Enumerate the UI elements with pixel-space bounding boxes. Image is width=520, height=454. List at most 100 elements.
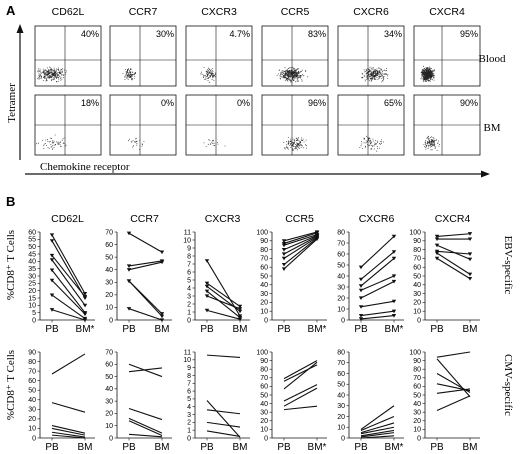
y-tick-label: 70 bbox=[260, 256, 268, 263]
series-line-3 bbox=[360, 257, 395, 287]
series-line-3 bbox=[206, 409, 241, 415]
y-tick-label: 2 bbox=[187, 301, 191, 308]
x-tick-label-bm: BM bbox=[463, 324, 478, 335]
gate-percent: 4.7% bbox=[229, 29, 250, 39]
y-tick-label: 40 bbox=[337, 273, 345, 280]
row-label-ebv: EBV-specific bbox=[502, 236, 514, 295]
dot-plot-blood-ccr5: 83% bbox=[261, 25, 329, 87]
series-line-3 bbox=[283, 361, 318, 390]
y-tick-label: 8 bbox=[187, 373, 191, 380]
y-tick-label: 40 bbox=[28, 259, 36, 266]
data-point-pb bbox=[204, 259, 210, 263]
y-tick-label: 100 bbox=[409, 229, 421, 236]
series-line-4 bbox=[206, 290, 241, 319]
y-tick-label: 0 bbox=[264, 317, 268, 324]
event-dots bbox=[276, 66, 309, 83]
y-tick-label: 45 bbox=[28, 251, 36, 258]
y-tick-label: 70 bbox=[337, 240, 345, 247]
series-line-4 bbox=[360, 275, 395, 291]
y-tick-label: 30 bbox=[105, 280, 113, 287]
y-tick-label: 90 bbox=[413, 238, 421, 245]
y-tick-label: 2 bbox=[187, 420, 191, 427]
x-tick-label-bm: BM bbox=[155, 442, 170, 453]
y-tick-label: 60 bbox=[413, 265, 421, 272]
y-axis-label-ebv: %CD8⁺ T Cells bbox=[5, 230, 17, 300]
series-line-4 bbox=[51, 427, 86, 436]
data-point-bm bbox=[82, 292, 88, 296]
series-line-6 bbox=[283, 236, 318, 259]
data-point-bm bbox=[82, 312, 88, 317]
y-tick-label: 0 bbox=[341, 317, 345, 324]
y-tick-label: 40 bbox=[105, 267, 113, 274]
line-plot-ebv-ccr7: 0 10 20 30 40 50 60 70 PB BM bbox=[105, 229, 172, 335]
data-point-bm bbox=[467, 277, 473, 281]
y-tick-label: 0 bbox=[187, 435, 191, 442]
x-tick-label-bm: BM* bbox=[76, 324, 95, 335]
flow-cytometry-grid: CD62L CCR7 CXCR3 CCR5 CXCR6 CXCR4 40% 30% 4.7% 83… bbox=[34, 6, 506, 156]
series-line-2 bbox=[360, 415, 395, 431]
series-line-3 bbox=[360, 422, 395, 434]
x-tick-label-pb: PB bbox=[277, 442, 291, 453]
x-tick-label-bm: BM bbox=[233, 324, 248, 335]
event-dots bbox=[420, 65, 435, 82]
x-tick-label-pb: PB bbox=[430, 324, 444, 335]
data-point-bm bbox=[467, 257, 473, 262]
event-dots bbox=[203, 139, 226, 147]
row-label-cmv: CMV-specific bbox=[502, 354, 514, 416]
series-line-4 bbox=[436, 250, 471, 255]
data-point-pb bbox=[281, 252, 287, 256]
x-tick-label-bm: BM bbox=[463, 442, 478, 453]
x-tick-label-bm: BM* bbox=[308, 324, 327, 335]
y-tick-label: 4 bbox=[187, 285, 191, 292]
y-tick-label: 80 bbox=[337, 229, 345, 236]
y-tick-label: 0 bbox=[417, 435, 421, 442]
series-line-5 bbox=[436, 388, 471, 394]
gate-percent: 18% bbox=[81, 98, 99, 108]
gate-percent: 65% bbox=[384, 98, 402, 108]
series-line-3 bbox=[206, 285, 241, 312]
y-tick-label: 20 bbox=[337, 414, 345, 421]
data-point-bm bbox=[314, 237, 320, 242]
series-line-8 bbox=[360, 315, 395, 320]
series-line-7 bbox=[51, 294, 86, 319]
y-tick-label: 9 bbox=[187, 365, 191, 372]
y-tick-label: 100 bbox=[409, 349, 421, 356]
event-dots bbox=[361, 66, 389, 83]
y-tick-label: 35 bbox=[28, 266, 36, 273]
y-tick-label: 6 bbox=[187, 388, 191, 395]
gate-percent: 90% bbox=[460, 98, 478, 108]
y-tick-label: 10 bbox=[337, 425, 345, 432]
series-line-2 bbox=[283, 232, 318, 244]
y-tick-label: 80 bbox=[260, 367, 268, 374]
data-point-pb bbox=[281, 267, 287, 271]
data-point-pb bbox=[126, 264, 132, 268]
series-line-6 bbox=[436, 257, 471, 280]
panel-a-label: A bbox=[6, 3, 16, 18]
data-point-pb bbox=[358, 314, 364, 318]
y-tick-label: 50 bbox=[413, 273, 421, 280]
series-line-5 bbox=[51, 431, 86, 438]
data-point-pb bbox=[358, 265, 364, 270]
gate-percent: 40% bbox=[81, 29, 99, 39]
series-line-4 bbox=[206, 421, 241, 428]
y-tick-label: 30 bbox=[28, 407, 36, 414]
y-tick-label: 60 bbox=[105, 362, 113, 369]
event-dots bbox=[36, 134, 67, 150]
y-tick-label: 0 bbox=[264, 435, 268, 442]
panel-b-label: B bbox=[6, 194, 15, 209]
data-point-pb bbox=[358, 277, 364, 282]
data-point-pb bbox=[434, 237, 440, 242]
gate-percent: 0% bbox=[161, 98, 174, 108]
data-point-pb bbox=[434, 251, 440, 256]
line-header-cxcr3: CXCR3 bbox=[205, 213, 241, 225]
y-tick-label: 70 bbox=[105, 229, 113, 236]
series-line-7 bbox=[360, 435, 395, 439]
y-tick-label: 10 bbox=[28, 426, 36, 433]
series-line-1 bbox=[360, 235, 395, 268]
y-tick-label: 5 bbox=[187, 277, 191, 284]
gate-percent: 95% bbox=[460, 29, 478, 39]
series-line-6 bbox=[51, 280, 86, 315]
y-tick-label: 1 bbox=[187, 309, 191, 316]
